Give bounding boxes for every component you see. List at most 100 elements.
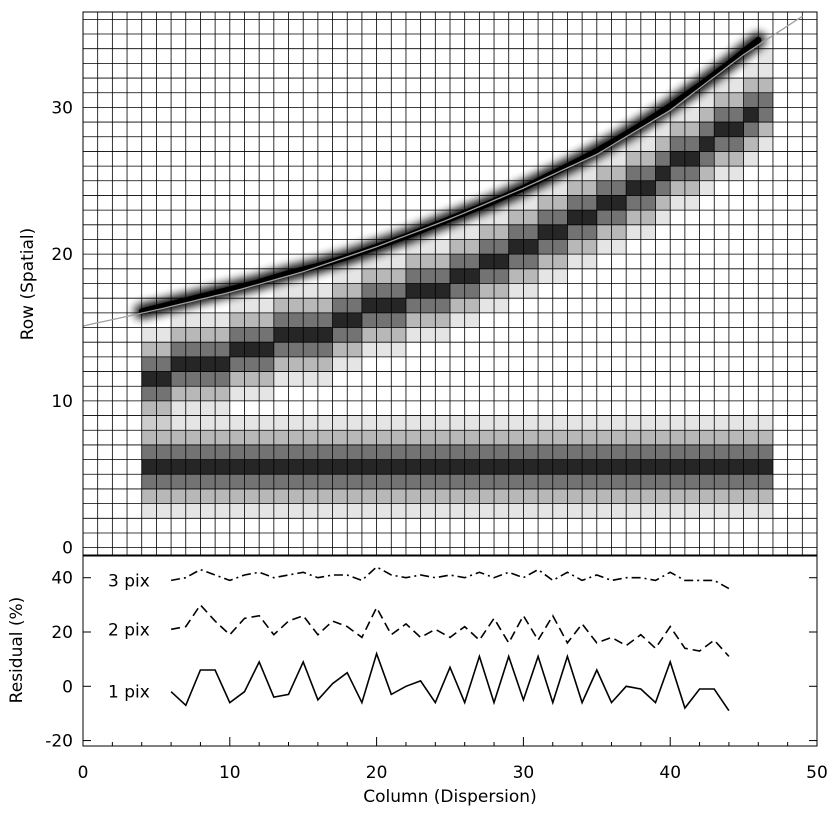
- trace-pixel: [655, 195, 671, 211]
- trace-pixel: [347, 488, 362, 504]
- trace-pixel: [391, 254, 406, 269]
- trace-pixel: [420, 474, 436, 489]
- trace-pixelated-2: [141, 48, 773, 431]
- trace-pixel: [508, 239, 524, 255]
- trace-pixel: [626, 195, 641, 211]
- image-panel-frame: [82, 11, 818, 556]
- trace-pixel: [185, 356, 201, 372]
- trace-pixel: [538, 254, 553, 269]
- trace-pixel: [728, 166, 744, 181]
- trace-pixel: [200, 371, 216, 387]
- trace-pixel: [391, 488, 406, 504]
- trace-pixel: [582, 474, 597, 489]
- trace-pixel: [405, 430, 421, 445]
- trace-pixelated-3: [141, 415, 773, 519]
- trace-pixel: [303, 503, 318, 519]
- trace-pixel: [391, 298, 406, 313]
- trace-pixel: [567, 430, 583, 445]
- trace-pixel: [229, 356, 245, 372]
- trace-pixel: [303, 444, 318, 460]
- trace-pixel: [435, 503, 450, 519]
- trace-pixel: [538, 430, 553, 445]
- trace-pixel: [171, 430, 186, 445]
- trace-pixel: [273, 459, 289, 475]
- trace-pixel: [156, 503, 172, 519]
- trace-pixel: [611, 210, 627, 225]
- trace-pixel: [479, 430, 495, 445]
- trace-pixel: [244, 327, 260, 343]
- image-traces: [134, 32, 773, 519]
- trace-pixel: [405, 459, 421, 475]
- trace-pixel: [494, 474, 509, 489]
- trace-pixel: [582, 195, 597, 211]
- trace-pixel: [361, 503, 377, 519]
- trace-pixel: [347, 503, 362, 519]
- trace-pixel: [435, 430, 450, 445]
- trace-pixel: [420, 430, 436, 445]
- trace-pixel: [215, 342, 230, 357]
- trace-pixel: [655, 122, 671, 137]
- trace-pixel: [611, 488, 627, 504]
- trace-pixel: [156, 327, 172, 343]
- trace-pixel: [332, 298, 348, 313]
- trace-pixel: [582, 166, 597, 181]
- trace-pixel: [391, 342, 406, 357]
- trace-pixel: [244, 503, 260, 519]
- trace-pixel: [567, 166, 583, 181]
- trace-pixel: [317, 327, 333, 343]
- trace-pixel: [185, 444, 201, 460]
- trace-pixel: [640, 415, 656, 431]
- trace-pixel: [229, 430, 245, 445]
- trace-pixel: [464, 254, 480, 269]
- trace-pixel: [303, 488, 318, 504]
- residual-panel-frame: [82, 555, 818, 747]
- trace-pixel: [508, 195, 524, 211]
- trace-pixel: [684, 444, 700, 460]
- trace-pixel: [611, 239, 627, 255]
- trace-pixel: [420, 488, 436, 504]
- trace-pixel: [200, 488, 216, 504]
- trace-pixel: [743, 444, 759, 460]
- trace-pixel: [156, 415, 172, 431]
- trace-pixel: [508, 210, 524, 225]
- trace-pixel: [699, 415, 715, 431]
- trace-pixel: [626, 166, 641, 181]
- trace-pixel: [288, 327, 304, 343]
- trace-pixel: [141, 415, 157, 431]
- trace-pixel: [758, 503, 773, 519]
- trace-pixel: [171, 356, 186, 372]
- trace-pixel: [171, 488, 186, 504]
- trace-pixel: [670, 444, 685, 460]
- trace-pixel: [611, 224, 627, 240]
- trace-pixel: [479, 283, 495, 299]
- trace-pixel: [538, 415, 553, 431]
- trace-pixel: [141, 488, 157, 504]
- trace-pixel: [508, 268, 524, 284]
- trace-pixel: [244, 474, 260, 489]
- trace-pixel: [582, 224, 597, 240]
- trace-pixel: [450, 254, 465, 269]
- trace-pixel: [141, 503, 157, 519]
- trace-pixel: [450, 488, 465, 504]
- trace-pixel: [538, 503, 553, 519]
- trace-pixel: [464, 239, 480, 255]
- trace-pixel: [479, 210, 495, 225]
- trace-pixel: [670, 136, 685, 152]
- trace-pixel: [552, 180, 568, 196]
- trace-pixel: [538, 474, 553, 489]
- trace-pixel: [538, 180, 553, 196]
- trace-pixel: [523, 474, 539, 489]
- trace-pixel: [156, 488, 172, 504]
- trace-pixel: [640, 474, 656, 489]
- trace-pixel: [626, 444, 641, 460]
- trace-pixel: [523, 503, 539, 519]
- trace-pixel: [303, 430, 318, 445]
- trace-pixel: [538, 210, 553, 225]
- trace-pixel: [450, 268, 465, 284]
- trace-pixel: [215, 415, 230, 431]
- trace-pixel: [567, 224, 583, 240]
- trace-pixel: [714, 488, 729, 504]
- trace-pixel: [684, 459, 700, 475]
- trace-pixel: [376, 268, 392, 284]
- trace-pixel: [273, 356, 289, 372]
